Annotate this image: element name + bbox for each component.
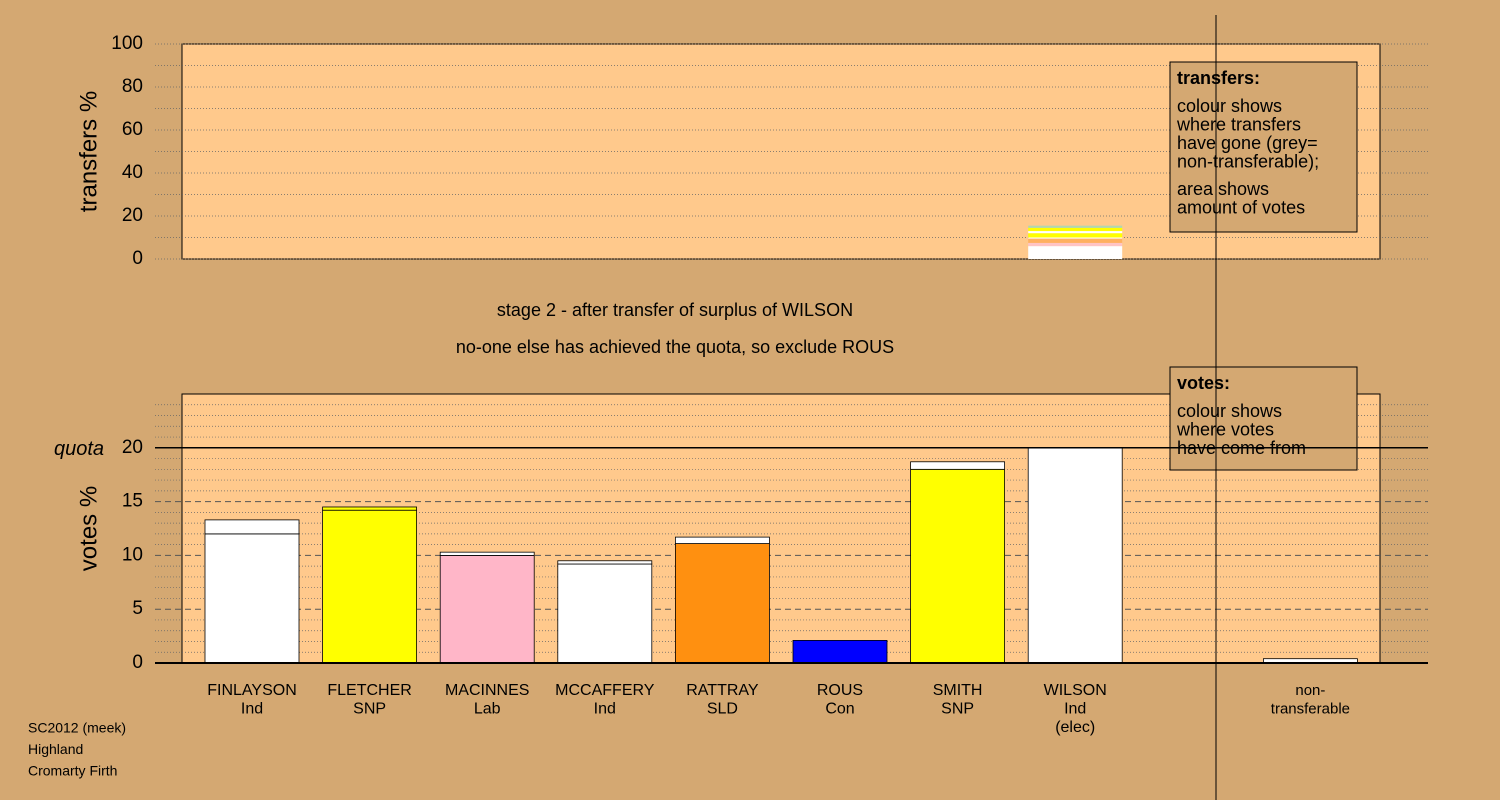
- legend-line: colour shows: [1177, 96, 1282, 116]
- x-tick-label: Ind: [1064, 701, 1086, 718]
- footer-text: Highland: [28, 741, 83, 757]
- legend-title: votes:: [1177, 373, 1230, 393]
- bar-segment: [910, 468, 1005, 664]
- bar-segment: [1028, 225, 1123, 228]
- legend-line: area shows: [1177, 179, 1269, 199]
- x-tick-label: SNP: [941, 701, 974, 718]
- y-tick-label: 80: [122, 76, 143, 97]
- legend-line: where votes: [1176, 419, 1274, 439]
- bar-segment: [910, 461, 1005, 470]
- x-tick-label: SLD: [707, 701, 738, 718]
- legend-line: non-transferable);: [1177, 151, 1319, 171]
- x-tick-label: ROUS: [817, 682, 863, 699]
- bar-segment: [1028, 242, 1123, 247]
- bar-segment: [675, 543, 770, 664]
- legend-title: transfers:: [1177, 68, 1260, 88]
- y-tick-label: 20: [122, 437, 143, 458]
- bar-segment: [557, 563, 653, 664]
- x-tick-label: MACINNES: [445, 682, 529, 699]
- x-tick-label: non-: [1295, 682, 1325, 699]
- bar-segment: [1028, 227, 1123, 232]
- y-axis-label: transfers %: [75, 91, 102, 212]
- bar-segment: [204, 533, 300, 664]
- x-tick-label: Con: [825, 701, 854, 718]
- footer-text: SC2012 (meek): [28, 720, 126, 736]
- x-tick-label: Ind: [594, 701, 616, 718]
- x-tick-label: (elec): [1055, 719, 1095, 736]
- bar-segment: [1028, 237, 1123, 239]
- bar-segment: [557, 560, 653, 565]
- bar-segment: [439, 551, 535, 556]
- quota-label: quota: [54, 438, 104, 460]
- legend-line: colour shows: [1177, 401, 1282, 421]
- x-tick-label: SNP: [353, 701, 386, 718]
- subtitle: stage 2 - after transfer of surplus of W…: [497, 300, 853, 320]
- x-tick-label: FINLAYSON: [207, 682, 297, 699]
- y-tick-label: 60: [122, 119, 143, 140]
- bar-segment: [1028, 238, 1123, 243]
- y-tick-label: 20: [122, 205, 143, 226]
- x-tick-label: FLETCHER: [327, 682, 411, 699]
- bar-segment: [1028, 231, 1123, 234]
- footer-text: Cromarty Firth: [28, 763, 117, 779]
- x-tick-label: transferable: [1271, 700, 1350, 717]
- bar-segment: [1028, 246, 1123, 259]
- subtitle: no-one else has achieved the quota, so e…: [456, 337, 894, 357]
- x-tick-label: Lab: [474, 701, 501, 718]
- y-tick-label: 15: [122, 491, 143, 512]
- bar-segment: [322, 509, 418, 664]
- legend-box: [1169, 366, 1358, 471]
- x-tick-label: MCCAFFERY: [555, 682, 655, 699]
- y-tick-label: 40: [122, 162, 143, 183]
- bar-segment: [322, 506, 418, 511]
- bar-segment: [792, 640, 888, 664]
- x-tick-label: Ind: [241, 701, 263, 718]
- bar-segment: [204, 519, 300, 535]
- legend-box: [1169, 61, 1358, 233]
- bar-segment: [675, 536, 770, 544]
- x-tick-label: RATTRAY: [686, 682, 759, 699]
- y-tick-label: 5: [132, 598, 143, 619]
- y-tick-label: 10: [122, 544, 143, 565]
- legend-line: where transfers: [1176, 114, 1301, 134]
- x-tick-label: SMITH: [933, 682, 983, 699]
- bar-segment: [1027, 447, 1123, 664]
- bar-segment: [439, 555, 535, 664]
- y-tick-label: 0: [132, 248, 143, 269]
- bar-segment: [1028, 233, 1123, 238]
- x-tick-label: WILSON: [1044, 682, 1107, 699]
- y-tick-label: 0: [132, 652, 143, 673]
- legend-line: have gone (grey=: [1177, 133, 1318, 153]
- y-axis-label: votes %: [75, 486, 102, 571]
- legend-line: amount of votes: [1177, 197, 1305, 217]
- y-tick-label: 100: [111, 33, 143, 54]
